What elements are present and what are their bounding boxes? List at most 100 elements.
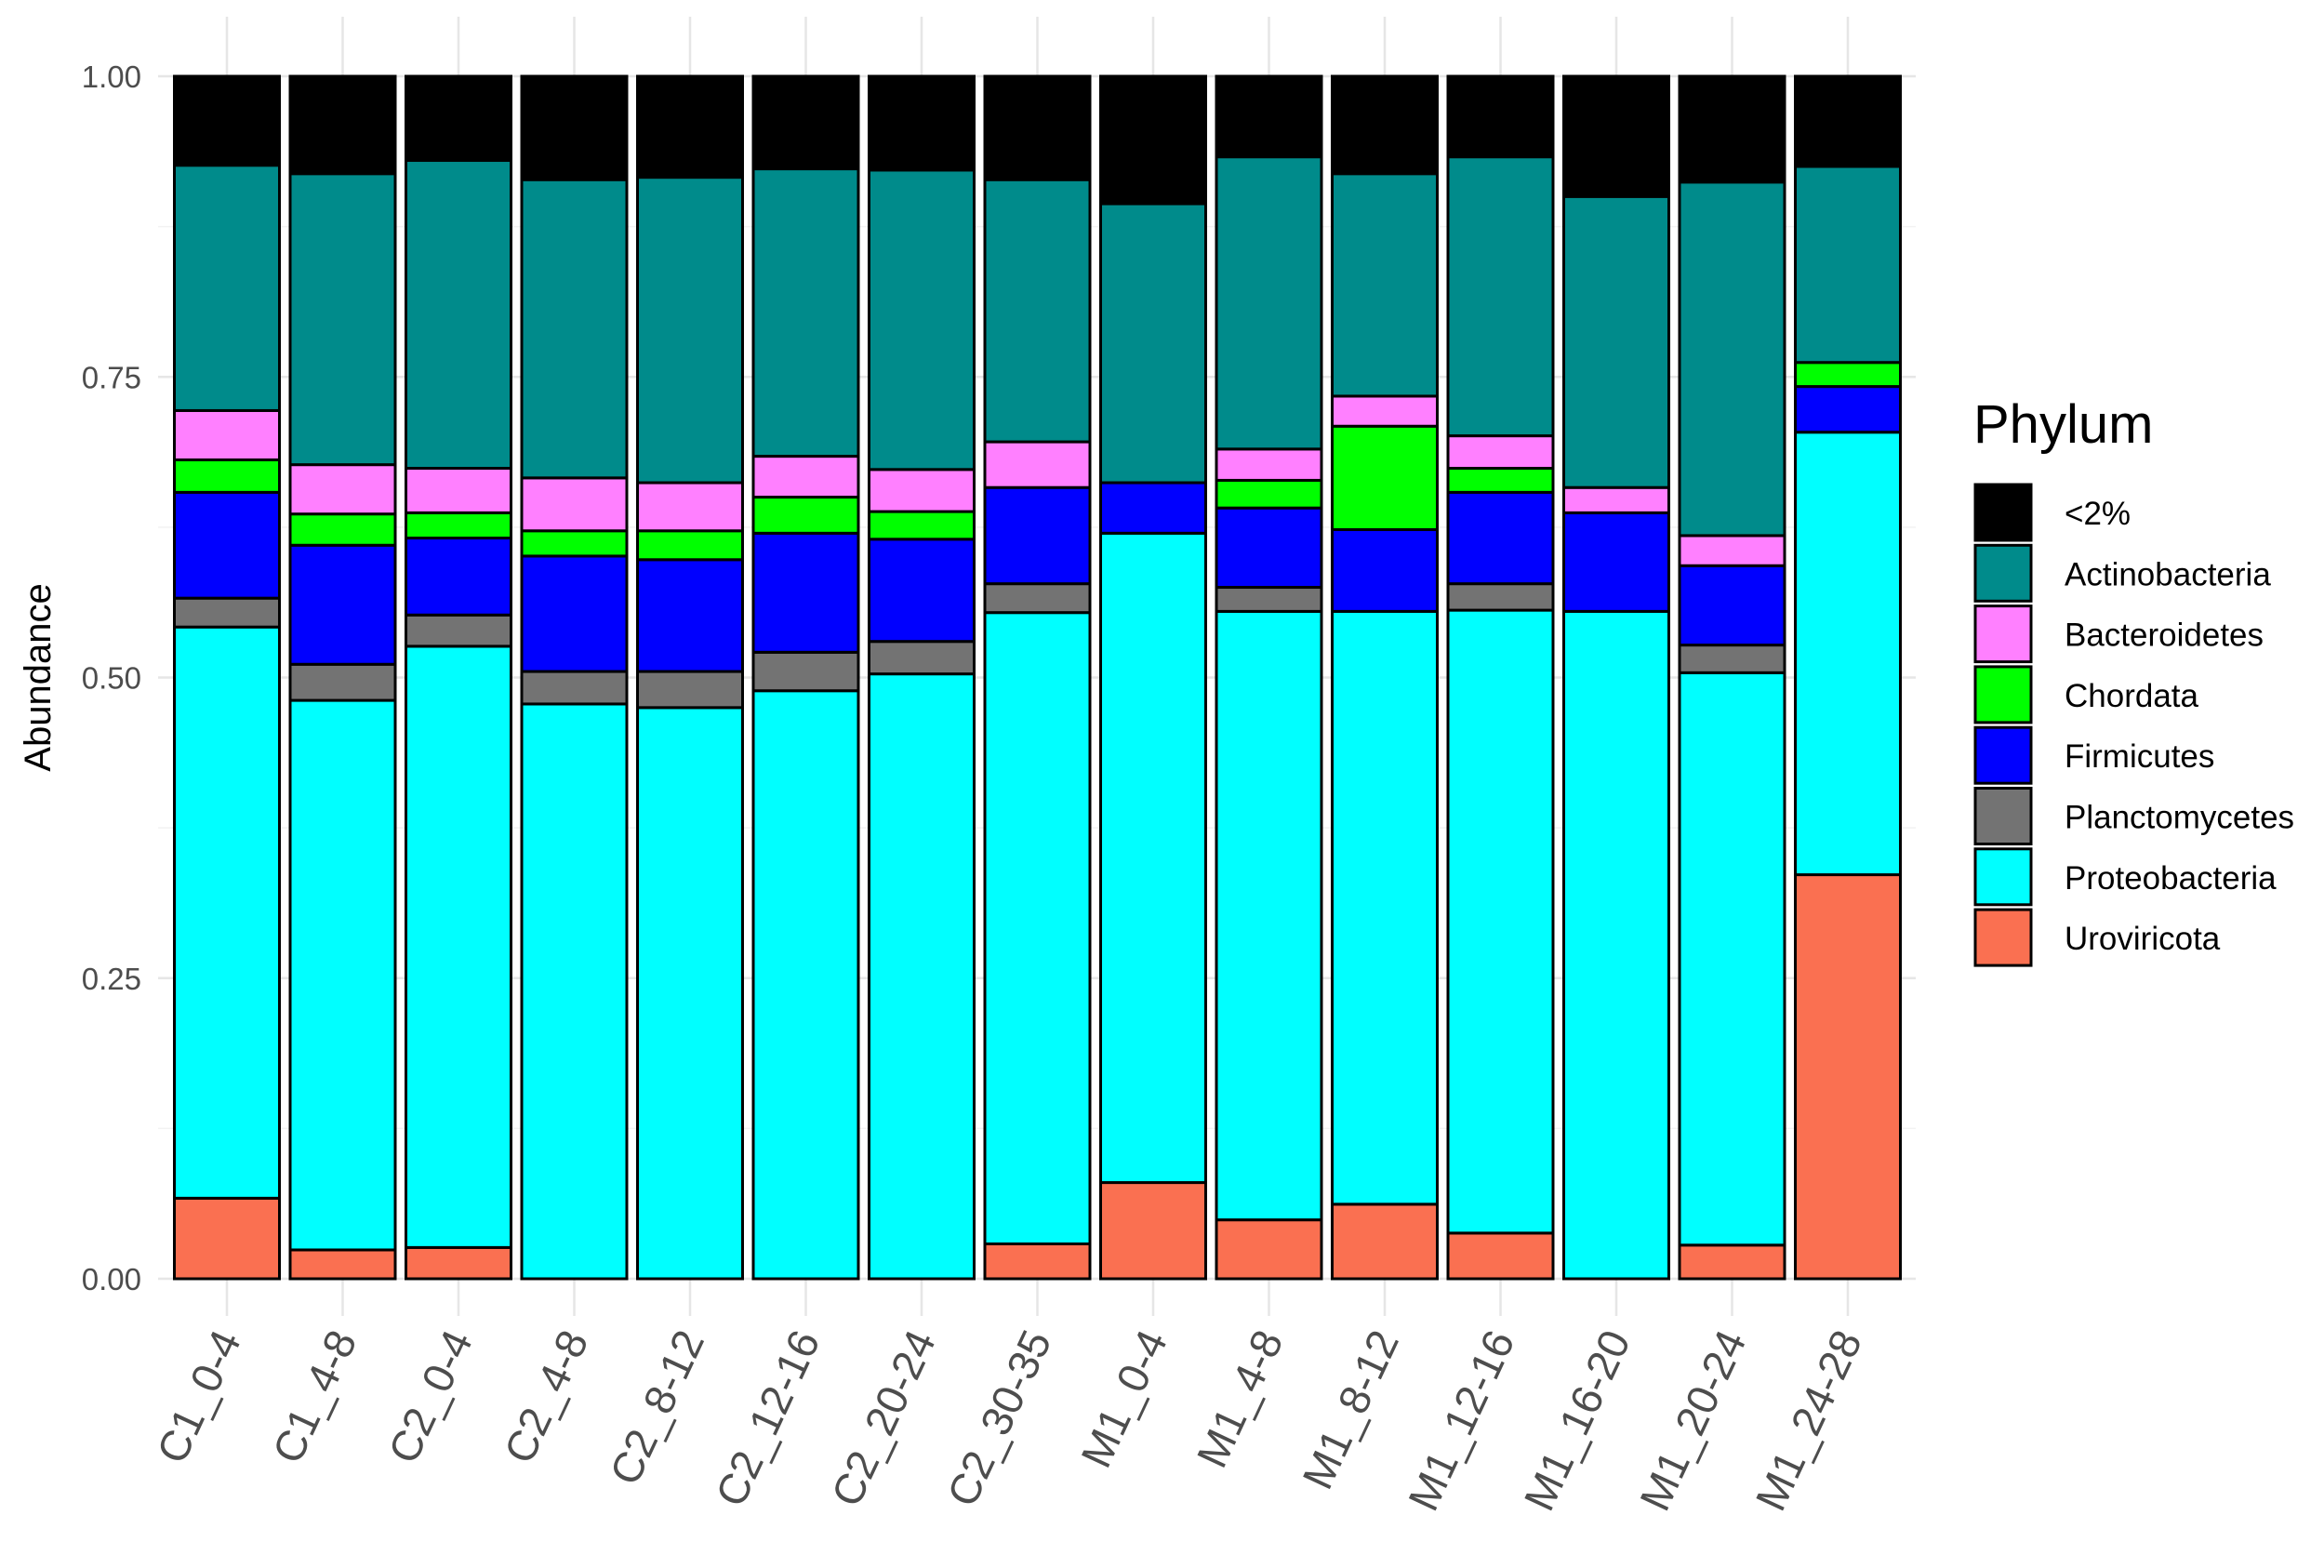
- bar-segment-actinobacteria-m1-24-28: [1794, 165, 1902, 365]
- bar-segment-firmicutes-m1-24-28: [1794, 385, 1902, 434]
- bar-segment-proteobacteria-c2-30-35: [983, 611, 1092, 1246]
- bar-segment-firmicutes-c2-8-12: [636, 558, 744, 673]
- bar-segment-chordata-c2-20-24: [868, 510, 976, 541]
- bar-segment-planctomycetes-c2-0-4: [405, 613, 512, 648]
- legend-key-bacteroidetes: [1973, 605, 2033, 664]
- bar-segment-chordata-c1-4-8: [288, 512, 397, 547]
- bar-segment-chordata-m1-24-28: [1794, 361, 1902, 389]
- bar-segment-actinobacteria-c2-0-4: [405, 159, 512, 471]
- bar-segment-chordata-c1-0-4: [173, 458, 281, 494]
- bar-segment-firmicutes-m1-4-8: [1215, 506, 1323, 590]
- bar-segment-bacteroidetes-c2-20-24: [868, 468, 976, 513]
- bar-segment-lt2pct-c1-4-8: [288, 74, 397, 176]
- x-tick-label-m1-4-8: M1_4-8: [1188, 1322, 1293, 1474]
- bar-segment-lt2pct-c2-8-12: [636, 74, 744, 179]
- bar-segment-lt2pct-c2-4-8: [520, 74, 629, 181]
- x-tick-label-c2-0-4: C2_0-4: [378, 1322, 482, 1470]
- y-tick-label: 1.00: [82, 60, 141, 94]
- x-tick-label-m1-0-4: M1_0-4: [1071, 1322, 1176, 1474]
- bar-segment-bacteroidetes-c1-0-4: [173, 408, 281, 461]
- bar-segment-uroviricota-m1-0-4: [1099, 1181, 1207, 1281]
- bar-segment-lt2pct-c2-0-4: [405, 74, 512, 163]
- x-tick-label-m1-8-12: M1_8-12: [1293, 1322, 1408, 1496]
- bar-segment-lt2pct-m1-0-4: [1099, 74, 1207, 206]
- bar-segment-chordata-m1-4-8: [1215, 478, 1323, 510]
- x-tick-label-c2-4-8: C2_4-8: [495, 1322, 598, 1470]
- bar-segment-uroviricota-c2-0-4: [405, 1245, 512, 1281]
- legend-key-firmicutes: [1973, 725, 2033, 785]
- bar-segment-firmicutes-m1-12-16: [1446, 490, 1555, 586]
- bar-segment-lt2pct-c1-0-4: [173, 74, 281, 167]
- bar-segment-proteobacteria-c2-0-4: [405, 644, 512, 1249]
- y-tick-label: 0.75: [82, 360, 141, 394]
- bar-segment-chordata-c2-0-4: [405, 511, 512, 540]
- bar-segment-lt2pct-c2-12-16: [751, 74, 860, 171]
- bar-segment-uroviricota-m1-4-8: [1215, 1218, 1323, 1281]
- bar-segment-proteobacteria-m1-8-12: [1331, 609, 1439, 1206]
- legend-label-chordata: Chordata: [2065, 678, 2199, 714]
- bar-segment-lt2pct-m1-8-12: [1331, 74, 1439, 176]
- bar-segment-firmicutes-c2-12-16: [751, 531, 860, 654]
- bar-segment-chordata-m1-8-12: [1331, 424, 1439, 531]
- bar-segment-lt2pct-c2-30-35: [983, 74, 1092, 181]
- bar-segment-firmicutes-c2-0-4: [405, 537, 512, 617]
- bar-segment-lt2pct-m1-4-8: [1215, 74, 1323, 159]
- bar-segment-chordata-m1-12-16: [1446, 467, 1555, 494]
- bar-segment-uroviricota-m1-12-16: [1446, 1231, 1555, 1281]
- bar-segment-chordata-c2-4-8: [520, 529, 629, 558]
- bar-segment-lt2pct-c2-20-24: [868, 74, 976, 172]
- x-tick-label-m1-24-28: M1_24-28: [1746, 1322, 1871, 1518]
- legend-label-proteobacteria: Proteobacteria: [2065, 860, 2277, 897]
- y-tick-label: 0.00: [82, 1262, 141, 1296]
- bar-segment-bacteroidetes-m1-4-8: [1215, 447, 1323, 482]
- y-tick-label: 0.25: [82, 962, 141, 996]
- bar-segment-proteobacteria-c2-12-16: [751, 689, 860, 1281]
- bar-segment-uroviricota-m1-20-24: [1678, 1243, 1786, 1281]
- bar-segment-proteobacteria-m1-16-20: [1562, 609, 1670, 1281]
- x-tick-label-c2-20-24: C2_20-24: [822, 1322, 946, 1513]
- bar-segment-uroviricota-c1-0-4: [173, 1196, 281, 1281]
- legend-label-bacteroidetes: Bacteroidetes: [2065, 618, 2264, 654]
- bar-segment-actinobacteria-m1-4-8: [1215, 155, 1323, 451]
- bar-segment-firmicutes-m1-16-20: [1562, 511, 1670, 613]
- bar-segment-uroviricota-m1-8-12: [1331, 1203, 1439, 1281]
- bar-segment-proteobacteria-m1-4-8: [1215, 609, 1323, 1222]
- bar-segment-bacteroidetes-c1-4-8: [288, 463, 397, 516]
- legend-key-proteobacteria: [1973, 847, 2033, 907]
- bar-segment-planctomycetes-c2-30-35: [983, 582, 1092, 615]
- x-tick-label-m1-20-24: M1_20-24: [1630, 1322, 1756, 1518]
- bar-segment-chordata-c2-12-16: [751, 496, 860, 535]
- x-tick-label-c2-30-35: C2_30-35: [937, 1322, 1061, 1513]
- y-tick-label: 0.50: [82, 661, 141, 696]
- y-axis-title: Abundance: [18, 583, 59, 771]
- legend-key-planctomycetes: [1973, 787, 2033, 845]
- legend-key-chordata: [1973, 665, 2033, 724]
- bar-segment-actinobacteria-c2-12-16: [751, 167, 860, 458]
- bar-segment-firmicutes-c1-0-4: [173, 490, 281, 600]
- legend-key-uroviricota: [1973, 908, 2033, 967]
- bar-segment-firmicutes-c2-20-24: [868, 538, 976, 644]
- bar-segment-proteobacteria-m1-12-16: [1446, 608, 1555, 1235]
- legend-label-uroviricota: Uroviricota: [2065, 921, 2221, 957]
- y-axis-ticks: 0.00 0.25 0.50 0.75 1.00: [82, 60, 141, 1296]
- bar-segment-actinobacteria-m1-0-4: [1099, 202, 1207, 485]
- bar-segment-firmicutes-m1-20-24: [1678, 564, 1786, 647]
- bar-segment-planctomycetes-c1-0-4: [173, 596, 281, 629]
- x-tick-label-c2-12-16: C2_12-16: [706, 1322, 830, 1513]
- legend-label-firmicutes: Firmicutes: [2065, 738, 2214, 775]
- legend-label-lt2pct: <2%: [2065, 496, 2131, 532]
- bar-segment-actinobacteria-c2-4-8: [520, 178, 629, 480]
- bar-segment-firmicutes-c2-4-8: [520, 554, 629, 673]
- bar-segment-bacteroidetes-m1-12-16: [1446, 434, 1555, 471]
- bar-segment-bacteroidetes-c2-4-8: [520, 476, 629, 533]
- bar-segment-proteobacteria-c1-4-8: [288, 698, 397, 1252]
- bar-segment-actinobacteria-c2-8-12: [636, 176, 744, 485]
- legend: Phylum <2% Actinobacteria Bacteroidetes Cho…: [1973, 394, 2294, 967]
- bar-segment-planctomycetes-c2-8-12: [636, 670, 744, 710]
- bar-segment-uroviricota-c2-30-35: [983, 1242, 1092, 1281]
- bar-segment-bacteroidetes-c2-12-16: [751, 455, 860, 499]
- x-tick-label-c2-8-12: C2_8-12: [600, 1322, 713, 1492]
- bar-segment-actinobacteria-c2-30-35: [983, 178, 1092, 444]
- bar-segment-proteobacteria-c2-4-8: [520, 702, 629, 1281]
